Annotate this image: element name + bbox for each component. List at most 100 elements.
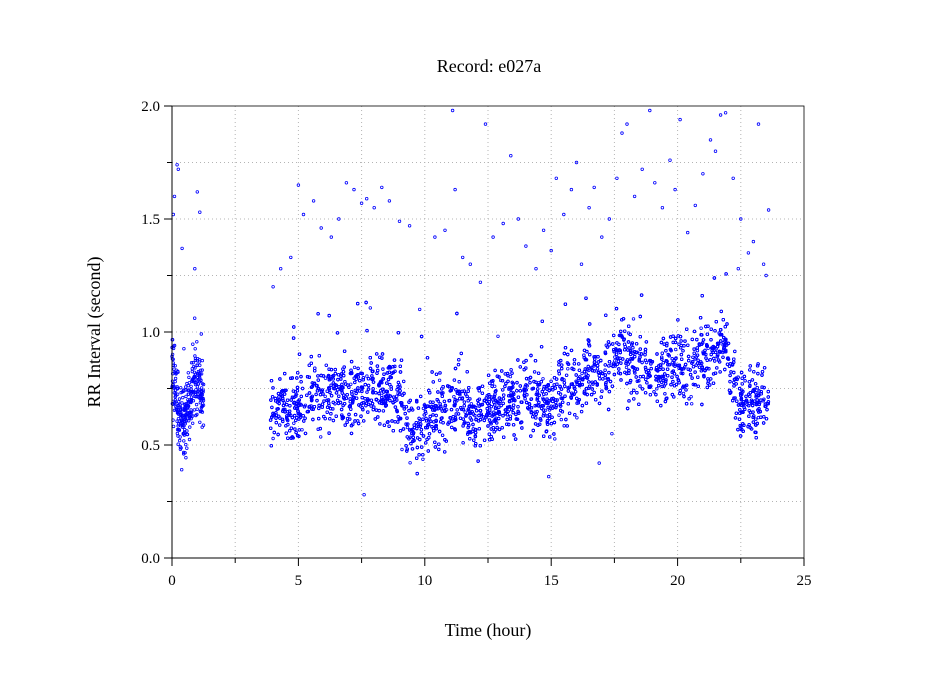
- data-point: [309, 385, 314, 389]
- data-point: [566, 367, 570, 371]
- data-point: [699, 326, 703, 330]
- data-point: [529, 434, 533, 438]
- data-point: [343, 423, 347, 427]
- data-point: [696, 375, 700, 379]
- data-point: [476, 459, 480, 463]
- data-point: [312, 405, 317, 409]
- data-point: [359, 414, 363, 418]
- data-point: [285, 416, 289, 420]
- data-point: [628, 332, 632, 337]
- data-point: [176, 400, 181, 404]
- data-point: [180, 407, 185, 411]
- data-point: [750, 399, 755, 404]
- data-point: [456, 362, 461, 367]
- data-point: [339, 372, 344, 376]
- data-point: [183, 385, 188, 389]
- data-point: [187, 375, 191, 380]
- data-point: [518, 389, 522, 393]
- data-point: [757, 393, 761, 397]
- data-point: [186, 388, 190, 392]
- data-point: [176, 422, 181, 426]
- data-point: [190, 369, 194, 374]
- data-point: [586, 386, 591, 390]
- data-point: [455, 311, 459, 316]
- data-point: [335, 398, 340, 403]
- data-point: [551, 388, 555, 392]
- data-point: [711, 344, 715, 349]
- data-point: [344, 396, 349, 400]
- data-point: [279, 393, 283, 397]
- data-point: [633, 354, 637, 359]
- data-point: [404, 422, 408, 426]
- data-point: [554, 377, 559, 381]
- data-point: [533, 359, 538, 363]
- data-point: [185, 406, 190, 410]
- data-point: [638, 355, 642, 359]
- data-point: [274, 420, 278, 425]
- data-point: [482, 418, 486, 423]
- data-point: [724, 341, 729, 345]
- data-point: [756, 362, 760, 366]
- data-point: [540, 319, 544, 323]
- data-point: [427, 419, 431, 423]
- data-point: [336, 377, 340, 382]
- data-point: [419, 334, 424, 339]
- data-point: [545, 419, 550, 423]
- data-point: [398, 389, 402, 393]
- data-point: [693, 383, 697, 387]
- data-point: [497, 405, 501, 409]
- data-point: [638, 375, 643, 379]
- data-point: [331, 407, 335, 411]
- data-point: [515, 380, 519, 385]
- data-point: [345, 393, 349, 397]
- data-point: [419, 394, 423, 399]
- data-point: [696, 384, 700, 388]
- data-point: [192, 316, 197, 320]
- data-point: [607, 343, 611, 347]
- data-point: [516, 395, 521, 399]
- data-point: [385, 371, 390, 375]
- data-point: [503, 384, 507, 389]
- data-point: [692, 347, 696, 351]
- data-point: [616, 359, 621, 363]
- data-point: [634, 350, 638, 355]
- data-point: [733, 349, 737, 354]
- data-point: [195, 363, 199, 367]
- data-point: [738, 434, 743, 438]
- data-point: [410, 447, 415, 451]
- data-point: [466, 432, 470, 436]
- data-point: [323, 376, 328, 380]
- data-point: [418, 437, 422, 442]
- data-point: [487, 438, 492, 442]
- data-point: [506, 379, 510, 384]
- data-point: [419, 431, 424, 436]
- data-point: [638, 314, 642, 319]
- data-point: [281, 419, 285, 424]
- data-point: [174, 394, 178, 398]
- data-point: [174, 405, 178, 409]
- data-point: [431, 380, 435, 384]
- data-point: [283, 371, 287, 376]
- data-point: [664, 359, 668, 363]
- data-point: [315, 383, 319, 388]
- data-point: [341, 370, 346, 374]
- data-point: [621, 357, 625, 361]
- data-point: [466, 421, 470, 426]
- data-point: [639, 293, 644, 297]
- data-point: [557, 391, 561, 395]
- data-point: [563, 384, 567, 388]
- data-point: [723, 343, 727, 347]
- data-point: [174, 408, 178, 412]
- data-point: [537, 400, 541, 405]
- data-point: [649, 366, 653, 371]
- data-point: [292, 325, 296, 329]
- data-point: [469, 402, 474, 406]
- data-point: [674, 347, 678, 352]
- data-point: [428, 414, 432, 419]
- data-point: [737, 417, 742, 421]
- data-point: [421, 434, 426, 438]
- data-point: [542, 434, 546, 438]
- data-point: [608, 379, 613, 384]
- data-point: [638, 347, 642, 351]
- data-point: [185, 432, 189, 437]
